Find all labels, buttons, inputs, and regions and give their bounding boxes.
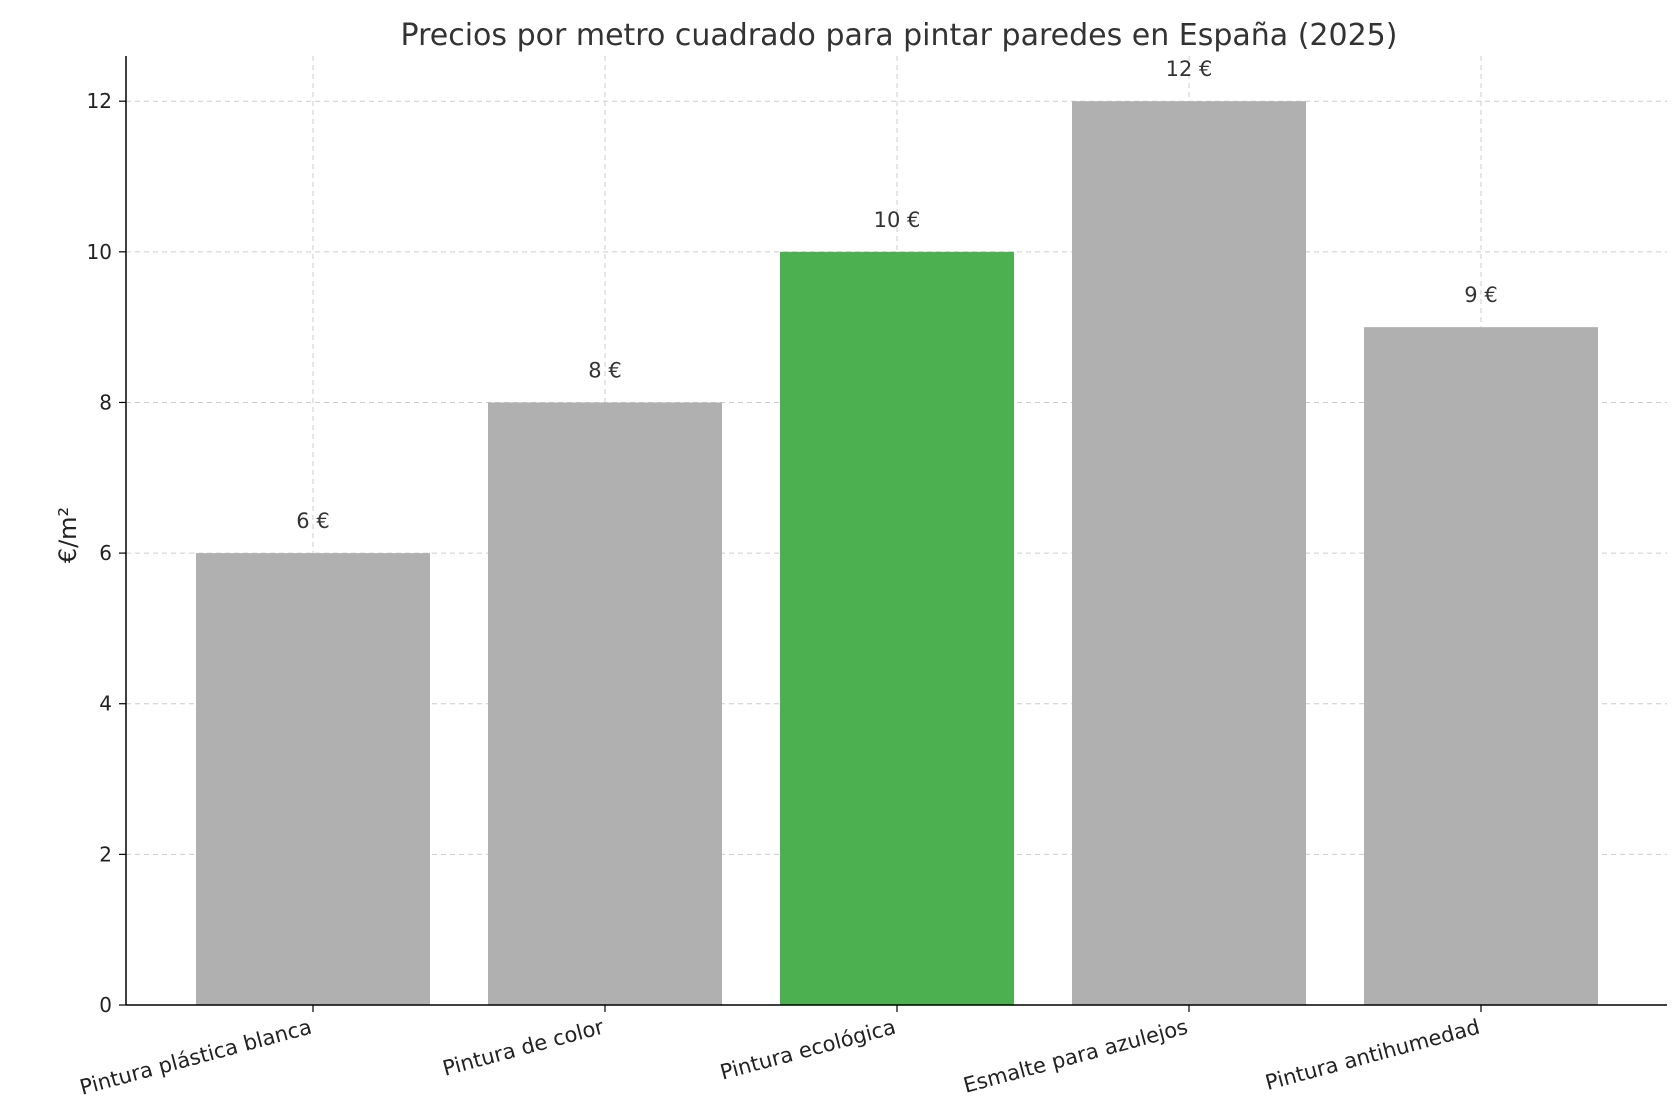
- y-ticks: 0 2 4 6 8 10 12: [87, 89, 126, 1017]
- x-tick-label-1: Pintura de color: [440, 1015, 607, 1081]
- bar-3: [1072, 101, 1306, 1005]
- y-tick-label-6: 12: [87, 89, 112, 113]
- x-tick-label-4: Pintura antihumedad: [1263, 1015, 1483, 1095]
- bar-1: [488, 402, 722, 1005]
- y-axis-label: €/m²: [54, 507, 82, 563]
- data-labels: 6 € 8 € 10 € 12 € 9 €: [296, 57, 1497, 533]
- data-label-3: 12 €: [1166, 57, 1213, 81]
- bar-0: [196, 553, 430, 1005]
- x-ticks: Pintura plástica blanca Pintura de color P…: [77, 1005, 1482, 1100]
- bars: [196, 101, 1598, 1006]
- data-label-2: 10 €: [874, 208, 921, 232]
- bar-2: [780, 251, 1014, 1006]
- y-tick-label-4: 8: [99, 390, 112, 414]
- data-label-4: 9 €: [1464, 283, 1497, 307]
- y-tick-label-0: 0: [99, 993, 112, 1017]
- data-label-0: 6 €: [296, 509, 329, 533]
- y-tick-label-5: 10: [87, 240, 112, 264]
- x-tick-label-0: Pintura plástica blanca: [77, 1015, 314, 1100]
- chart-title: Precios por metro cuadrado para pintar p…: [401, 18, 1398, 53]
- y-tick-label-3: 6: [99, 541, 112, 565]
- data-label-1: 8 €: [588, 358, 621, 382]
- x-tick-label-3: Esmalte para azulejos: [961, 1015, 1190, 1098]
- y-tick-label-1: 2: [99, 842, 112, 866]
- bar-4: [1364, 327, 1598, 1006]
- y-tick-label-2: 4: [99, 692, 112, 716]
- x-tick-label-2: Pintura ecológica: [718, 1015, 899, 1085]
